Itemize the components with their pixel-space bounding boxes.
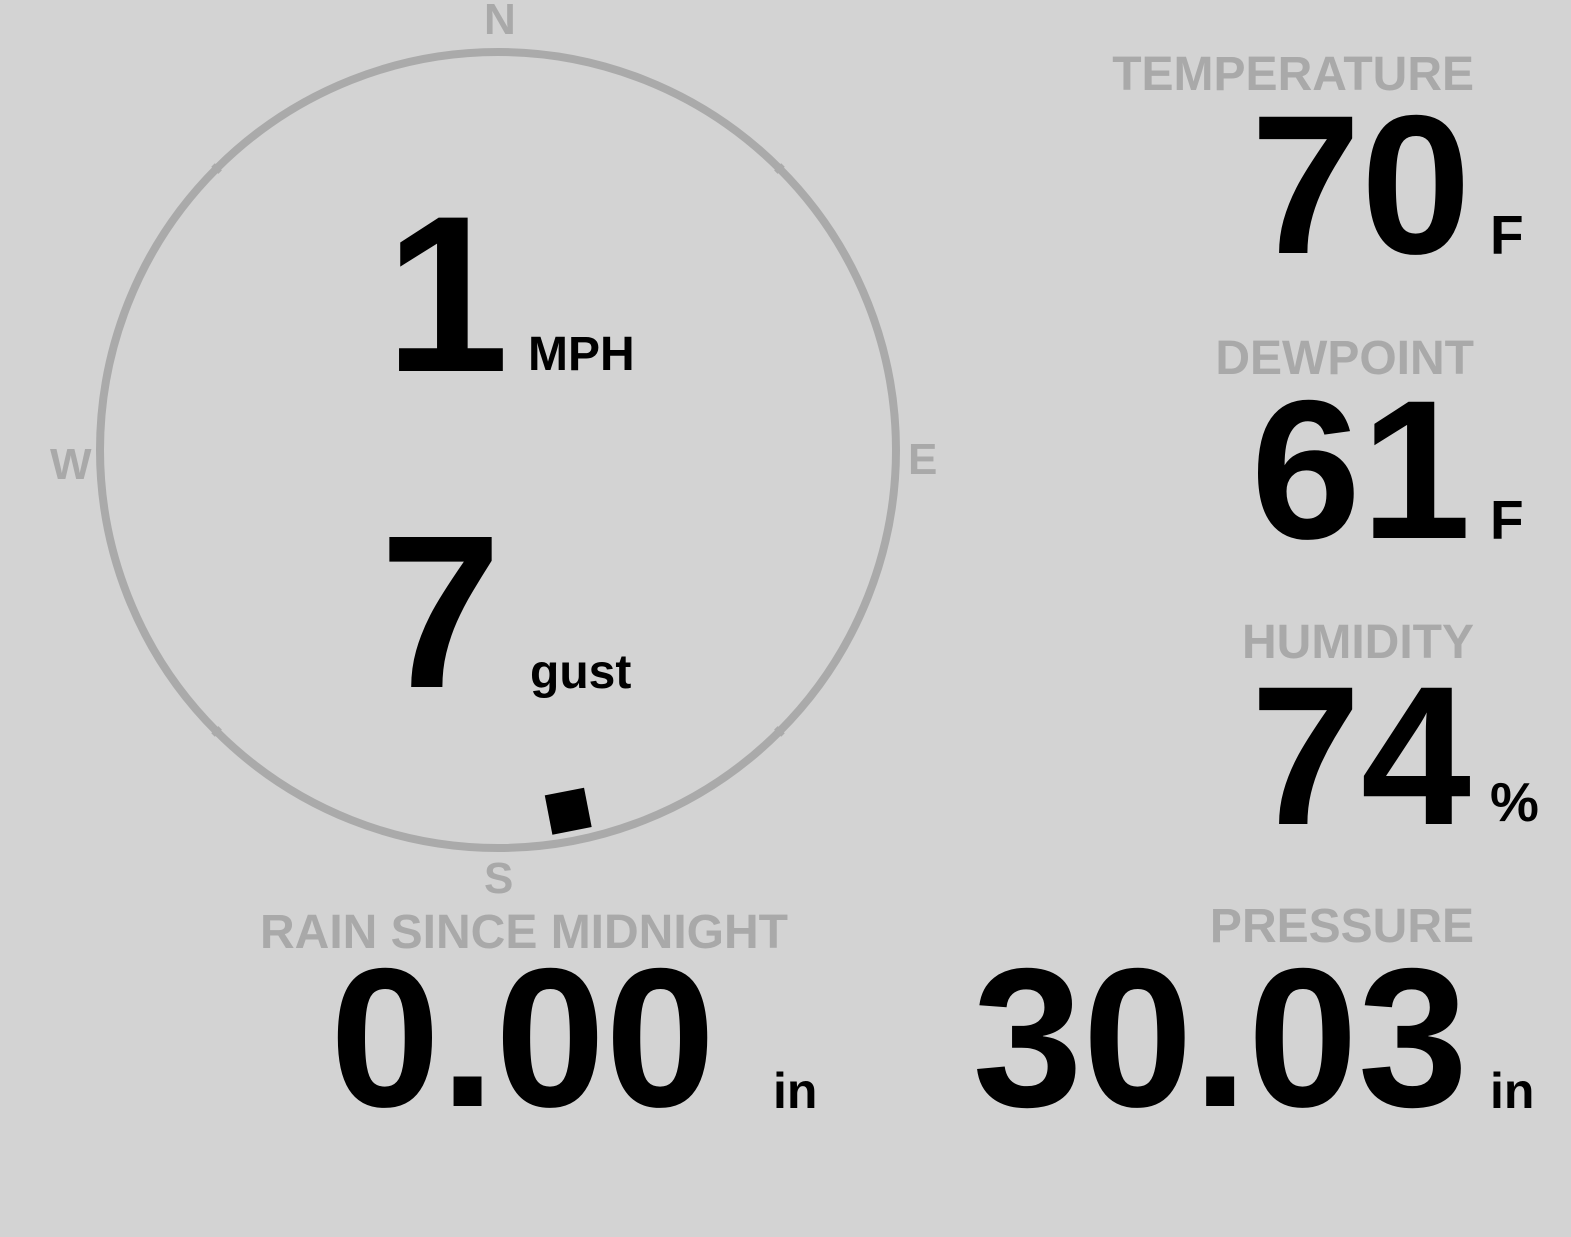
compass-north: N xyxy=(484,0,516,44)
humidity-unit: % xyxy=(1490,771,1539,833)
pressure-value: 30.03 xyxy=(972,927,1468,1148)
dewpoint-unit: F xyxy=(1490,489,1524,551)
temperature-label: TEMPERATURE xyxy=(1112,48,1474,101)
dewpoint-value: 61 xyxy=(1250,359,1471,580)
wind-gust-value: 7 xyxy=(380,491,502,734)
temperature-unit: F xyxy=(1490,204,1524,266)
humidity-value: 74 xyxy=(1250,645,1471,866)
rain-label: RAIN SINCE MIDNIGHT xyxy=(260,906,788,959)
compass-south: S xyxy=(484,854,514,903)
wind-direction-pointer xyxy=(544,787,592,835)
temperature-value: 70 xyxy=(1250,74,1471,295)
humidity-label: HUMIDITY xyxy=(1242,616,1474,669)
compass-west: W xyxy=(50,440,92,489)
compass-east: E xyxy=(908,435,938,484)
wind-gust-unit: gust xyxy=(530,646,632,699)
compass-tick xyxy=(774,163,785,174)
rain-value: 0.00 xyxy=(330,927,716,1148)
compass-ring xyxy=(96,48,900,852)
dewpoint-label: DEWPOINT xyxy=(1215,332,1474,385)
wind-speed-unit: MPH xyxy=(528,328,635,381)
compass-tick xyxy=(211,163,222,174)
rain-unit: in xyxy=(773,1063,818,1119)
wind-speed-value: 1 xyxy=(385,170,510,419)
pressure-unit: in xyxy=(1490,1063,1535,1119)
compass-tick xyxy=(774,726,785,737)
compass-tick xyxy=(211,726,222,737)
pressure-label: PRESSURE xyxy=(1209,900,1474,953)
